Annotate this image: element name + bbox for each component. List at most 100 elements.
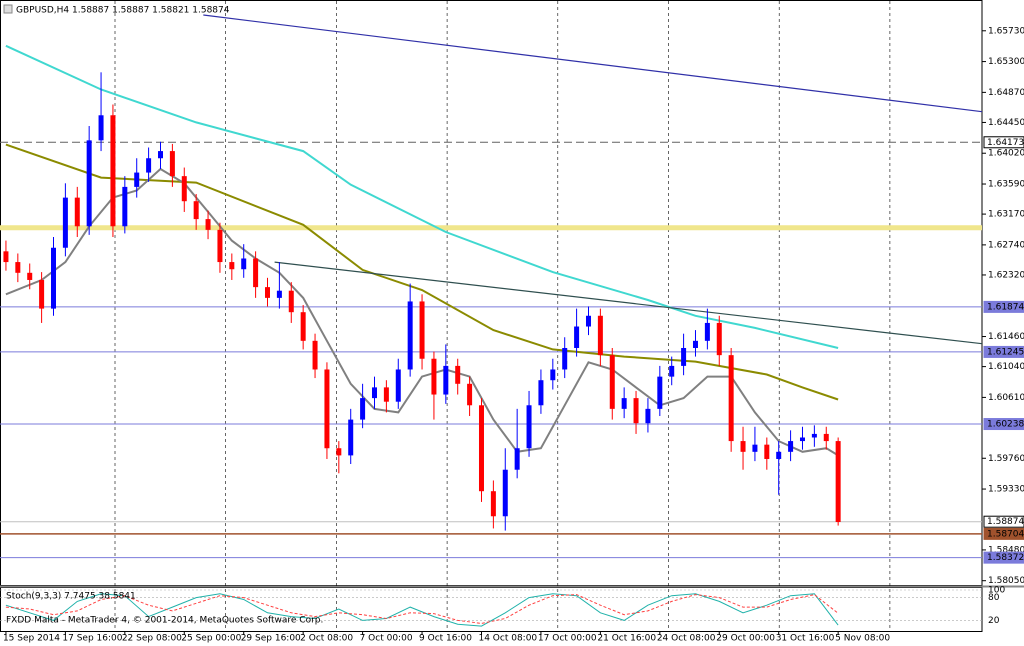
indicator-label: Stoch(9,3,3) 7.7475 38.5841	[6, 592, 136, 602]
x-tick-label: 15 Sep 2014	[3, 634, 60, 644]
candle-body	[407, 301, 413, 370]
x-tick-label: 9 Oct 16:00	[419, 634, 472, 644]
candle-body	[15, 262, 21, 273]
level-label: 1.61874	[987, 302, 1024, 312]
candle-body	[288, 290, 294, 313]
candle-body	[336, 448, 342, 456]
candle-body	[383, 387, 389, 402]
candle-body	[443, 365, 449, 395]
indicator-tick-label: 100	[988, 586, 1005, 596]
candle-body	[574, 326, 580, 348]
candle-body	[395, 369, 401, 402]
candle-body	[419, 301, 425, 359]
candle-body	[455, 365, 461, 384]
y-tick-label: 1.63590	[988, 180, 1024, 190]
candle-body	[157, 151, 163, 159]
candle-body	[597, 315, 603, 356]
candle-body	[467, 383, 473, 406]
y-tick-label: 1.60610	[988, 393, 1024, 403]
candle-body	[348, 419, 354, 456]
level-label-box	[983, 551, 1024, 564]
candle-body	[716, 322, 722, 356]
candle-body	[585, 315, 591, 327]
x-tick-label: 7 Oct 00:00	[360, 634, 413, 644]
candle-body	[514, 448, 520, 470]
candle-body	[633, 398, 639, 424]
indicator-tick-label: 20	[988, 616, 1000, 626]
candle-body	[371, 387, 377, 399]
y-tick-label: 1.62320	[988, 270, 1024, 280]
y-tick-label: 1.61460	[988, 332, 1024, 342]
x-tick-label: 29 Oct 00:00	[716, 634, 775, 644]
x-tick-label: 2 Oct 08:00	[300, 634, 353, 644]
candle-body	[312, 340, 318, 370]
candle-body	[823, 433, 829, 442]
y-tick-label: 1.59760	[988, 454, 1024, 464]
x-tick-label: 24 Oct 08:00	[657, 634, 716, 644]
candle-body	[110, 115, 116, 227]
x-tick-label: 22 Sep 08:00	[122, 634, 182, 644]
candle-body	[692, 340, 698, 348]
level-label-box	[983, 345, 1024, 358]
stochastic-line	[5, 594, 839, 624]
level-label-box	[983, 515, 1024, 528]
x-tick-label: 5 Nov 08:00	[835, 634, 890, 644]
y-tick-label: 1.64450	[988, 118, 1024, 128]
candle-body	[764, 444, 770, 459]
candle-body	[181, 176, 187, 202]
candle-body	[788, 441, 794, 452]
level-label: 1.58372	[987, 553, 1024, 563]
candle-body	[229, 262, 235, 270]
candle-body	[776, 451, 782, 459]
x-tick-label: 25 Sep 00:00	[181, 634, 241, 644]
candle-body	[205, 219, 211, 230]
level-label: 1.61245	[987, 347, 1024, 357]
y-tick-label: 1.65300	[988, 57, 1024, 67]
candle-body	[3, 251, 9, 263]
level-label: 1.64173	[987, 138, 1024, 148]
y-tick-label: 1.64870	[988, 88, 1024, 98]
candle-body	[431, 358, 437, 395]
y-tick-label: 1.62740	[988, 240, 1024, 250]
candle-body	[752, 444, 758, 452]
candle-body	[526, 405, 532, 449]
candle-body	[562, 347, 568, 370]
candle-body	[122, 186, 128, 227]
trend-line	[203, 14, 983, 113]
x-tick-label: 14 Oct 08:00	[478, 634, 537, 644]
level-label: 1.58874	[987, 517, 1024, 527]
candle-body	[86, 140, 92, 227]
period-separators	[114, 1, 891, 631]
candle-body	[241, 258, 247, 270]
candle-body	[276, 290, 282, 298]
candle-body	[62, 197, 68, 248]
candle-body	[490, 491, 496, 517]
x-tick-label: 31 Oct 16:00	[776, 634, 835, 644]
symbol-icon	[3, 4, 13, 14]
moving-average	[5, 143, 839, 401]
candle-body	[74, 197, 80, 227]
candle-body	[609, 355, 615, 409]
candle-body	[324, 369, 330, 449]
candle-body	[835, 441, 841, 522]
candle-body	[621, 398, 627, 409]
x-tick-label: 17 Sep 16:00	[62, 634, 122, 644]
x-tick-label: 29 Sep 16:00	[241, 634, 301, 644]
candle-body	[193, 201, 199, 220]
candle-body	[538, 380, 544, 406]
level-label: 1.60238	[987, 420, 1024, 430]
candle-body	[645, 408, 651, 424]
candle-body	[39, 279, 45, 309]
candle-body	[27, 272, 33, 280]
y-tick-label: 1.63170	[988, 210, 1024, 220]
y-tick-label: 1.64020	[988, 149, 1024, 159]
level-label-box	[983, 527, 1024, 540]
y-tick-label: 1.59330	[988, 485, 1024, 495]
x-tick-label: 17 Oct 00:00	[538, 634, 597, 644]
candle-body	[550, 369, 556, 381]
candle-body	[217, 229, 223, 263]
candle-body	[728, 355, 734, 442]
candle-body	[360, 398, 366, 420]
